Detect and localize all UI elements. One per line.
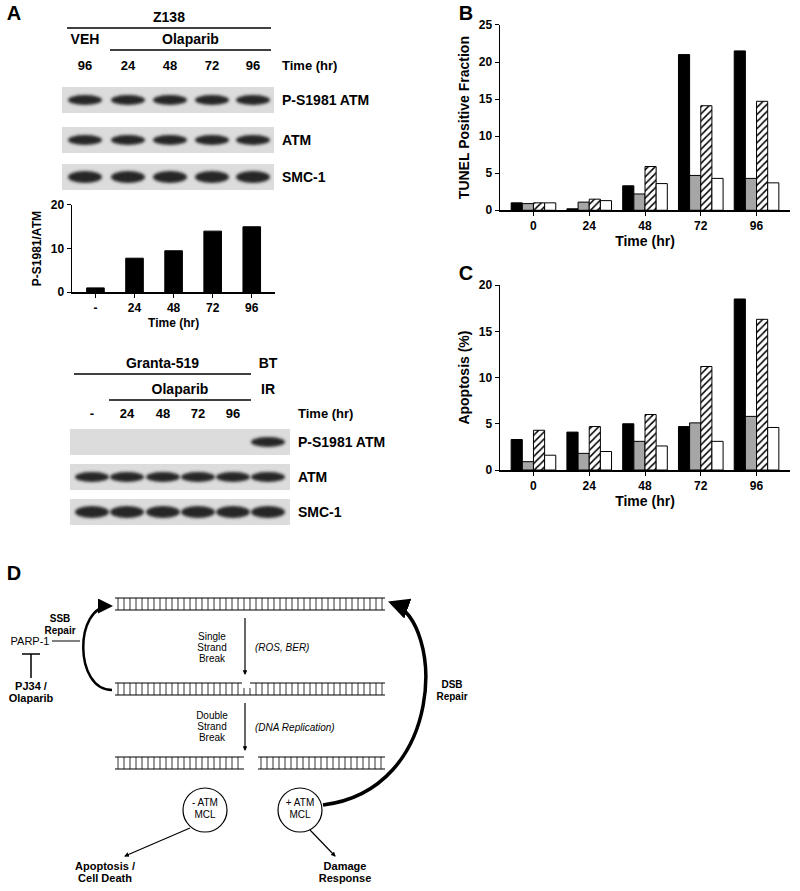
svg-text:+ ATM: + ATM xyxy=(286,797,314,808)
svg-text:24: 24 xyxy=(583,479,597,493)
svg-text:Time (hr): Time (hr) xyxy=(615,233,675,249)
svg-text:MCL: MCL xyxy=(289,809,311,820)
svg-text:Time (hr): Time (hr) xyxy=(148,316,199,330)
svg-text:Apoptosis (%): Apoptosis (%) xyxy=(456,331,472,425)
svg-text:Break: Break xyxy=(199,732,226,743)
svg-text:96: 96 xyxy=(245,301,259,315)
svg-text:72: 72 xyxy=(694,219,708,233)
svg-text:24: 24 xyxy=(583,219,597,233)
svg-text:Olaparib: Olaparib xyxy=(152,381,209,397)
svg-text:20: 20 xyxy=(479,278,493,292)
svg-text:Double: Double xyxy=(196,710,228,721)
svg-text:Time (hr): Time (hr) xyxy=(298,406,353,421)
svg-text:B: B xyxy=(459,2,473,24)
svg-text:0: 0 xyxy=(485,203,492,217)
svg-text:TUNEL Positive Fraction: TUNEL Positive Fraction xyxy=(456,36,472,199)
svg-text:A: A xyxy=(7,2,21,24)
svg-text:P-S1981 ATM: P-S1981 ATM xyxy=(298,434,385,450)
svg-text:Time (hr): Time (hr) xyxy=(615,493,675,509)
svg-text:PARP-1: PARP-1 xyxy=(11,635,50,647)
svg-text:- ATM: - ATM xyxy=(192,797,218,808)
svg-text:0: 0 xyxy=(530,219,537,233)
svg-text:P-S1981/ATM: P-S1981/ATM xyxy=(30,211,44,286)
svg-text:(DNA Replication): (DNA Replication) xyxy=(255,722,335,733)
svg-text:48: 48 xyxy=(156,406,170,421)
svg-text:0: 0 xyxy=(57,285,64,299)
svg-text:PJ34 /: PJ34 / xyxy=(15,680,47,692)
svg-text:Olaparib: Olaparib xyxy=(162,31,219,47)
svg-text:72: 72 xyxy=(191,406,205,421)
svg-text:25: 25 xyxy=(479,18,493,32)
svg-text:-: - xyxy=(93,301,97,315)
svg-text:Olaparib: Olaparib xyxy=(9,692,54,704)
svg-text:C: C xyxy=(459,262,473,284)
svg-text:BT: BT xyxy=(259,355,278,371)
svg-text:-: - xyxy=(90,406,94,421)
svg-text:0: 0 xyxy=(530,479,537,493)
svg-text:96: 96 xyxy=(246,58,260,73)
svg-text:24: 24 xyxy=(120,406,135,421)
svg-text:24: 24 xyxy=(121,58,136,73)
svg-text:96: 96 xyxy=(226,406,240,421)
svg-text:DSB: DSB xyxy=(441,679,462,690)
svg-text:VEH: VEH xyxy=(71,31,100,47)
svg-text:D: D xyxy=(7,562,21,584)
svg-text:P-S1981 ATM: P-S1981 ATM xyxy=(282,92,369,108)
svg-text:IR: IR xyxy=(261,381,275,397)
svg-text:20: 20 xyxy=(51,198,65,212)
svg-text:ATM: ATM xyxy=(282,132,311,148)
svg-text:SMC-1: SMC-1 xyxy=(298,504,342,520)
svg-text:Strand: Strand xyxy=(197,642,226,653)
svg-text:Response: Response xyxy=(319,872,372,884)
svg-text:MCL: MCL xyxy=(194,809,216,820)
svg-text:Z138: Z138 xyxy=(153,9,185,25)
svg-text:Cell Death: Cell Death xyxy=(78,872,132,884)
svg-text:ATM: ATM xyxy=(298,469,327,485)
svg-text:SMC-1: SMC-1 xyxy=(282,169,326,185)
svg-text:Single: Single xyxy=(198,631,226,642)
svg-text:5: 5 xyxy=(485,166,492,180)
svg-text:Break: Break xyxy=(199,653,226,664)
svg-text:48: 48 xyxy=(167,301,181,315)
svg-text:15: 15 xyxy=(479,325,493,339)
svg-text:10: 10 xyxy=(479,371,493,385)
svg-text:SSB: SSB xyxy=(50,613,71,624)
svg-text:72: 72 xyxy=(205,58,219,73)
svg-text:Repair: Repair xyxy=(44,625,75,636)
svg-text:96: 96 xyxy=(750,479,764,493)
svg-text:20: 20 xyxy=(479,55,493,69)
svg-text:15: 15 xyxy=(479,92,493,106)
svg-text:10: 10 xyxy=(51,242,65,256)
svg-text:96: 96 xyxy=(750,219,764,233)
svg-text:48: 48 xyxy=(638,219,652,233)
svg-text:Granta-519: Granta-519 xyxy=(126,355,199,371)
svg-text:72: 72 xyxy=(694,479,708,493)
svg-text:Time (hr): Time (hr) xyxy=(282,58,337,73)
svg-text:Repair: Repair xyxy=(436,691,467,702)
svg-text:48: 48 xyxy=(163,58,177,73)
svg-text:0: 0 xyxy=(485,463,492,477)
svg-text:Strand: Strand xyxy=(197,721,226,732)
svg-text:Damage: Damage xyxy=(324,860,367,872)
svg-text:Apoptosis /: Apoptosis / xyxy=(75,860,135,872)
svg-text:24: 24 xyxy=(128,301,142,315)
svg-text:96: 96 xyxy=(78,58,92,73)
svg-text:72: 72 xyxy=(206,301,220,315)
svg-text:(ROS, BER): (ROS, BER) xyxy=(255,642,309,653)
svg-text:10: 10 xyxy=(479,129,493,143)
svg-text:48: 48 xyxy=(638,479,652,493)
svg-text:5: 5 xyxy=(485,417,492,431)
